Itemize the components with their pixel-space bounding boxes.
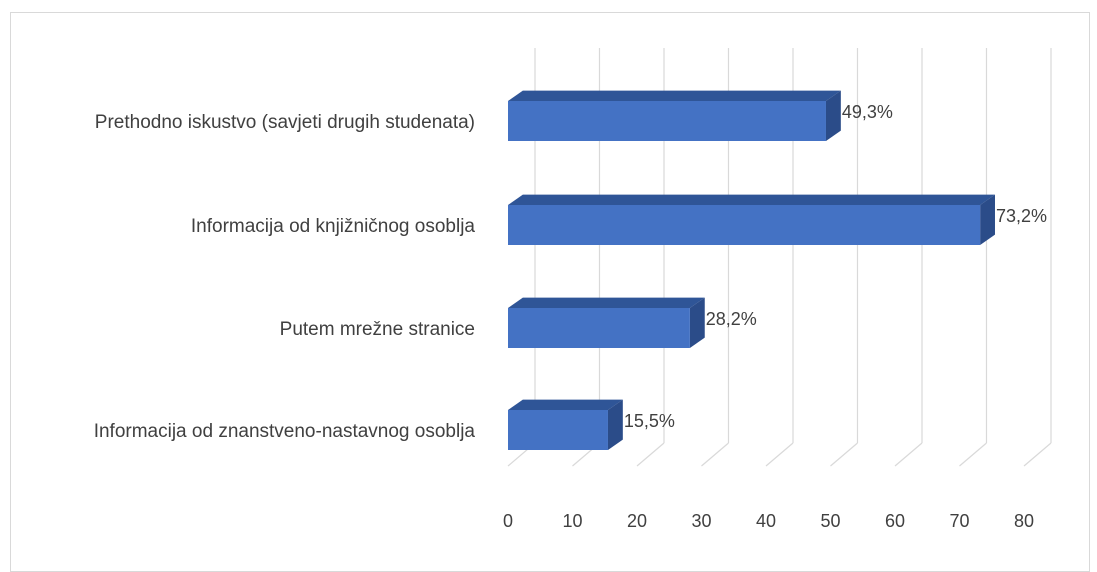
data-label: 73,2%: [996, 206, 1047, 226]
x-tick-label: 70: [949, 511, 969, 531]
data-label: 49,3%: [842, 102, 893, 122]
bar-top-face: [508, 297, 705, 308]
x-tick-label: 10: [562, 511, 582, 531]
x-tick-label: 80: [1014, 511, 1034, 531]
floor-gridline-70: [959, 442, 987, 467]
bar: [508, 308, 690, 348]
floor-gridline-60: [894, 442, 923, 467]
bar-side-face: [607, 399, 623, 450]
floor-gridline-80: [1023, 442, 1052, 467]
bar-top-face: [508, 90, 841, 101]
category-label: Informacija od znanstveno-nastavnog osob…: [94, 421, 476, 442]
bar-side-face: [980, 194, 995, 245]
data-label: 28,2%: [706, 309, 757, 329]
data-label: 15,5%: [624, 411, 675, 431]
x-tick-label: 30: [691, 511, 711, 531]
category-label: Putem mrežne stranice: [280, 319, 475, 340]
floor-gridline-20: [636, 442, 665, 467]
x-tick-label: 20: [627, 511, 647, 531]
category-label: Informacija od knjižničnog osoblja: [191, 216, 476, 237]
floor-gridline-30: [701, 442, 729, 467]
bar-top-face: [508, 399, 623, 410]
x-tick-label: 40: [756, 511, 776, 531]
bar-side-face: [825, 90, 841, 141]
bar-top-face: [508, 194, 995, 205]
x-tick-label: 0: [503, 511, 513, 531]
floor-gridline-40: [765, 442, 794, 467]
bar-chart: 0 10 20 30 40 50 60 70 80 49,3% Prethodno iskustvo…: [94, 48, 1052, 531]
bar: [508, 410, 608, 450]
bar: [508, 101, 826, 141]
x-tick-label: 50: [820, 511, 840, 531]
bar: [508, 205, 981, 245]
floor-gridline-50: [830, 442, 858, 467]
x-tick-label: 60: [885, 511, 905, 531]
bar-side-face: [689, 297, 705, 348]
category-label: Prethodno iskustvo (savjeti drugih stude…: [95, 112, 475, 133]
